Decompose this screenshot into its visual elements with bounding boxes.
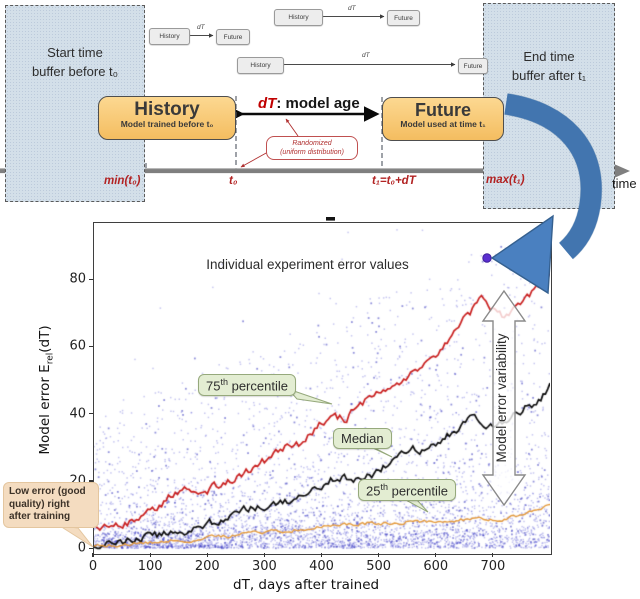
x-axis-label: dT, days after trained bbox=[233, 577, 380, 593]
mini-history-box: History bbox=[149, 28, 190, 45]
history-title: History bbox=[134, 99, 200, 120]
x-tick-label: 100 bbox=[137, 559, 163, 574]
y-tick-mark bbox=[89, 413, 93, 415]
x-tick-label: 300 bbox=[251, 559, 277, 574]
y-tick-label: 80 bbox=[69, 271, 86, 287]
x-tick-label: 400 bbox=[309, 559, 334, 574]
y-label-sub: rel bbox=[45, 352, 56, 365]
y-label-post: (dT) bbox=[37, 325, 53, 353]
low-error-note: Low error (good quality) right after tra… bbox=[3, 482, 99, 528]
future-subtitle: Model used at time t₁ bbox=[400, 118, 486, 129]
y-tick-mark bbox=[89, 480, 93, 482]
callout-75th-percentile: 75th percentile bbox=[198, 374, 296, 397]
mini-future-box: Future bbox=[458, 58, 488, 74]
x-tick-label: 700 bbox=[480, 559, 506, 574]
mini-future-box: Future bbox=[216, 29, 250, 45]
p75-sup: th bbox=[220, 377, 228, 387]
plot-frame bbox=[93, 222, 552, 555]
x-tick-mark bbox=[435, 553, 437, 557]
x-tick-mark bbox=[206, 553, 208, 557]
t1-label: t₁=t₀+dT bbox=[372, 175, 416, 187]
p75-rest: percentile bbox=[227, 378, 288, 394]
y-tick-label: 40 bbox=[69, 406, 86, 422]
x-tick-mark bbox=[378, 553, 380, 557]
history-main-box: History Model trained before t₀ bbox=[98, 96, 236, 140]
mini-dt-label: dT bbox=[362, 52, 370, 59]
p75-value: 75 bbox=[206, 378, 221, 394]
x-tick-mark bbox=[149, 553, 151, 557]
variability-label: Model error variability bbox=[494, 333, 509, 463]
mini-history-box: History bbox=[237, 57, 284, 74]
y-tick-label: 60 bbox=[69, 338, 86, 354]
y-tick-mark bbox=[89, 278, 93, 280]
x-tick-mark bbox=[320, 553, 323, 557]
y-label-pre: Model error E bbox=[37, 364, 53, 455]
frame-top-mark bbox=[326, 217, 335, 221]
future-main-box: Future Model used at time t₁ bbox=[382, 97, 504, 141]
callout-25th-percentile: 25th percentile bbox=[358, 479, 456, 502]
future-title: Future bbox=[415, 100, 471, 120]
min-t0-label: min(t₀) bbox=[104, 175, 141, 187]
mini-history-box: History bbox=[274, 9, 323, 26]
y-tick-label: 0 bbox=[77, 540, 86, 556]
x-tick-mark bbox=[492, 553, 494, 557]
scatter-plot-canvas bbox=[93, 222, 550, 553]
randomized-note: Randomized (uniform distribution) bbox=[266, 136, 358, 161]
p25-rest: percentile bbox=[387, 483, 448, 499]
max-t1-label: max(t₁) bbox=[486, 174, 525, 186]
y-tick-mark bbox=[89, 547, 93, 549]
p25-value: 25 bbox=[366, 483, 381, 499]
x-tick-label: 200 bbox=[194, 559, 220, 574]
scatter-caption: Individual experiment error values bbox=[206, 257, 409, 272]
t0-label: t₀ bbox=[229, 175, 238, 187]
callout-median: Median bbox=[333, 428, 392, 449]
x-tick-label: 600 bbox=[423, 559, 449, 574]
p25-sup: th bbox=[380, 482, 388, 492]
x-tick-mark bbox=[263, 553, 265, 557]
y-axis-label: Model error Erel(dT) bbox=[37, 290, 56, 490]
time-axis-label: time bbox=[612, 176, 637, 191]
x-tick-mark bbox=[92, 553, 94, 557]
y-tick-mark bbox=[89, 345, 93, 348]
x-tick-label: 500 bbox=[366, 559, 392, 574]
mini-dt-label: dT bbox=[348, 5, 356, 12]
history-subtitle: Model trained before t₀ bbox=[120, 118, 214, 129]
mini-dt-label: dT bbox=[197, 24, 205, 31]
mini-future-box: Future bbox=[387, 10, 420, 26]
model-age-text: : model age bbox=[276, 95, 360, 112]
dt-red-text: dT bbox=[258, 95, 277, 112]
dt-model-age-label: dT: model age bbox=[258, 95, 360, 112]
x-tick-label: 0 bbox=[88, 559, 98, 574]
